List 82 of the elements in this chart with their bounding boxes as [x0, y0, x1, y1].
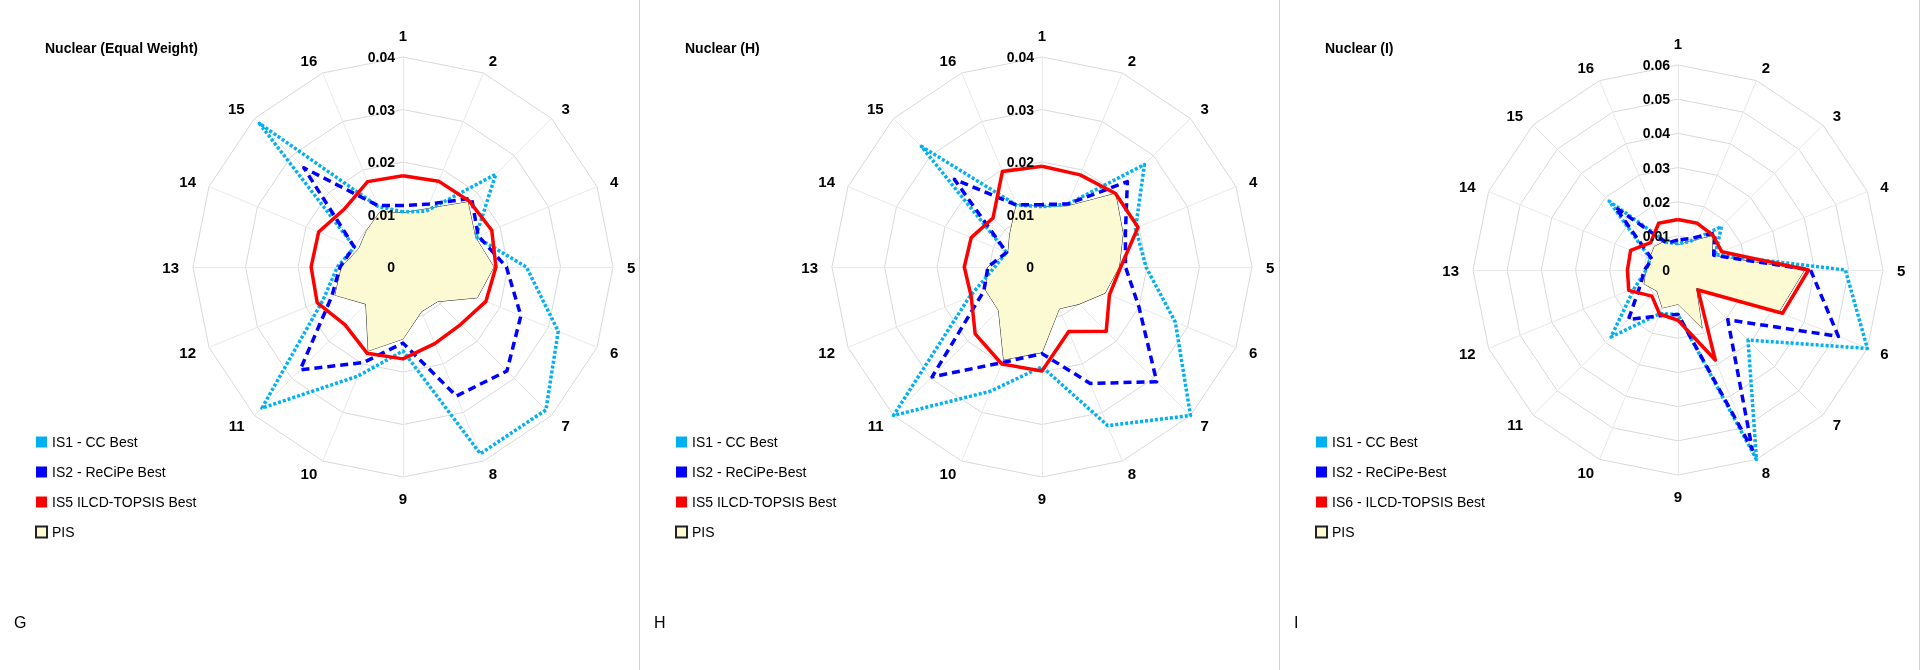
legend-label: PIS [1332, 524, 1355, 540]
y-tick-label: 0 [1662, 262, 1671, 278]
legend-label: PIS [52, 524, 75, 540]
spoke-label: 14 [818, 172, 836, 190]
legend-label: PIS [692, 524, 715, 540]
spoke-label: 15 [866, 100, 884, 118]
spoke-label: 9 [398, 490, 408, 507]
text: H [654, 613, 666, 631]
spoke-label: 1 [1037, 27, 1047, 44]
legend-label: IS2 - ReCiPe-Best [1332, 464, 1447, 480]
spoke-label: 13 [801, 258, 818, 276]
spoke-label: 3 [1832, 106, 1842, 124]
y-tick-label: 0.02 [1006, 154, 1035, 170]
spoke-label: 6 [609, 344, 619, 362]
text: Nuclear (Equal Weight) [45, 40, 198, 56]
spoke-label: 8 [1127, 465, 1137, 483]
spoke-label: 15 [1506, 106, 1524, 124]
spoke-label: 11 [228, 416, 245, 434]
legend-label: IS5 ILCD-TOPSIS Best [692, 494, 837, 510]
spoke-label: 13 [162, 258, 179, 276]
spoke-label: 7 [1832, 416, 1842, 434]
spoke-label: 9 [1673, 488, 1683, 505]
spoke-label: 12 [1458, 345, 1476, 363]
spoke-label: 4 [609, 172, 619, 190]
spoke-label: 6 [1248, 344, 1258, 362]
spoke-label: 16 [300, 51, 318, 69]
spoke-label: 16 [1577, 59, 1595, 77]
y-tick-label: 0.04 [1006, 49, 1035, 65]
spoke-label: 8 [1761, 463, 1771, 481]
text: I [1294, 613, 1299, 631]
y-tick-label: 0.03 [1642, 159, 1671, 176]
spoke-label: 5 [627, 258, 636, 276]
y-tick-label: 0.02 [1642, 193, 1671, 210]
legend-label: IS1 - CC Best [1332, 434, 1418, 450]
chart-title: Nuclear (I) [1325, 40, 1394, 56]
spoke-label: 6 [1880, 345, 1889, 363]
legend-label: IS2 - ReCiPe-Best [692, 464, 807, 480]
y-tick-label: 0.03 [367, 101, 396, 118]
spoke-label: 16 [939, 51, 957, 69]
spoke-label: 14 [1458, 177, 1477, 195]
spoke-label: 5 [1897, 261, 1906, 279]
y-tick-label: 0.04 [1642, 125, 1671, 142]
legend-label: IS1 - CC Best [692, 434, 778, 450]
spoke-label: 12 [179, 344, 197, 362]
legend-label: IS6 - ILCD-TOPSIS Best [1332, 494, 1486, 510]
spoke-label: 4 [1248, 172, 1258, 190]
spoke-label: 7 [561, 416, 570, 434]
y-tick-label: 0 [1026, 259, 1035, 275]
y-tick-label: 0.03 [1006, 101, 1035, 118]
spoke-label: 9 [1037, 490, 1047, 507]
spoke-label: 11 [867, 416, 884, 434]
y-tick-label: 0.04 [367, 49, 396, 65]
legend-label: IS5 ILCD-TOPSIS Best [52, 494, 197, 510]
spoke-label: 13 [1442, 261, 1459, 279]
spoke-label: 4 [1880, 177, 1890, 195]
spoke-label: 3 [561, 100, 570, 118]
spoke-label: 2 [1761, 59, 1771, 77]
spoke-label: 5 [1266, 258, 1275, 276]
spoke-label: 11 [1507, 416, 1524, 434]
legend-label: IS1 - CC Best [52, 434, 138, 450]
y-tick-label: 0.05 [1642, 91, 1671, 108]
spoke-label: 12 [818, 344, 836, 362]
text: G [14, 613, 27, 631]
spoke-label: 1 [1673, 35, 1683, 52]
spoke-label: 2 [1127, 51, 1137, 69]
y-tick-label: 0.01 [367, 206, 396, 223]
spoke-label: 1 [398, 27, 408, 44]
spoke-label: 15 [227, 100, 245, 118]
y-tick-label: 0.06 [1642, 57, 1671, 73]
text: Nuclear (H) [685, 40, 760, 56]
spoke-label: 7 [1200, 416, 1209, 434]
y-tick-label: 0 [387, 259, 396, 275]
spoke-label: 10 [300, 465, 318, 483]
spoke-label: 14 [179, 172, 197, 190]
spoke-label: 10 [1577, 463, 1595, 481]
spoke-label: 8 [488, 465, 498, 483]
legend-label: IS2 - ReCiPe Best [52, 464, 166, 480]
spoke-label: 2 [488, 51, 498, 69]
spoke-label: 3 [1200, 100, 1209, 118]
y-tick-label: 0.02 [367, 154, 396, 170]
spoke-label: 10 [939, 465, 957, 483]
y-tick-label: 0.01 [1006, 206, 1035, 223]
